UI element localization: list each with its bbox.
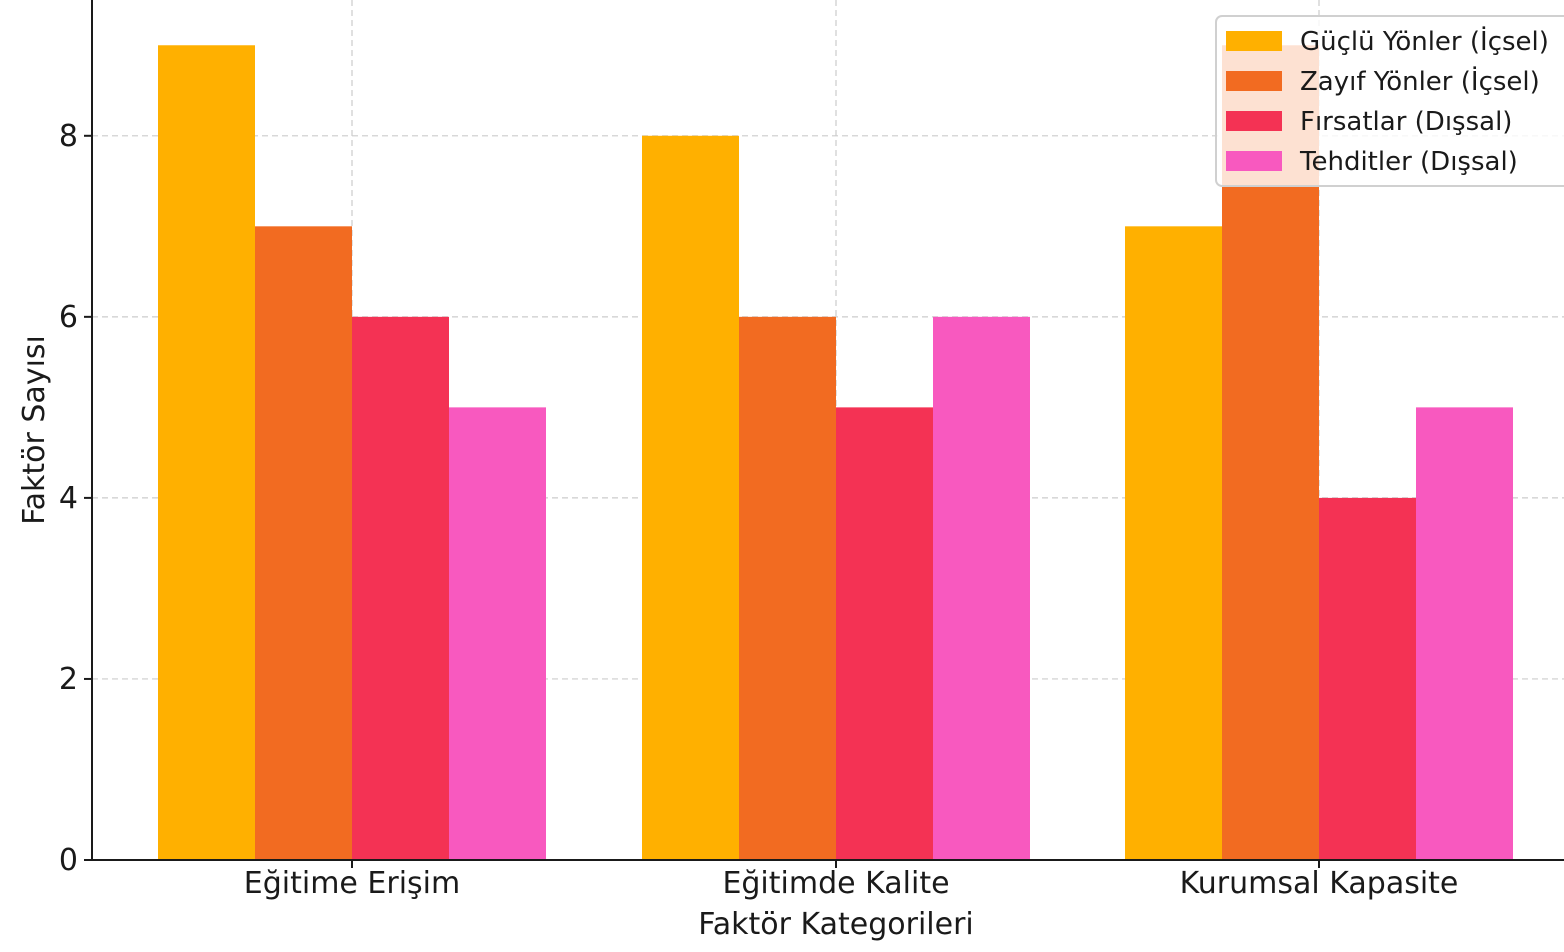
- x-ticks: Eğitime Erişim Eğitimde Kalite Kurumsal Ka…: [244, 860, 1459, 901]
- y-tick-label-1: 2: [59, 662, 78, 697]
- bar-series0-cat0: [158, 45, 255, 860]
- legend: Güçlü Yönler (İçsel) Zayıf Yönler (İçsel)…: [1215, 15, 1564, 187]
- y-axis-label: Faktör Sayısı: [17, 335, 52, 525]
- legend-swatch-3: [1226, 151, 1282, 171]
- y-tick-label-4: 8: [59, 119, 78, 154]
- bar-series2-cat2: [1319, 497, 1416, 860]
- x-axis-label: Faktör Kategorileri: [698, 907, 974, 942]
- bar-series3-cat2: [1416, 407, 1513, 860]
- legend-swatch-1: [1226, 71, 1282, 91]
- bar-series3-cat1: [933, 316, 1030, 860]
- legend-label-3: Tehditler (Dışsal): [1299, 147, 1518, 177]
- y-tick-label-3: 6: [59, 300, 78, 335]
- bar-series0-cat1: [642, 135, 739, 860]
- y-tick-label-0: 0: [59, 843, 78, 878]
- x-tick-label-1: Eğitimde Kalite: [722, 866, 949, 901]
- legend-box: [1215, 15, 1564, 187]
- x-tick-label-2: Kurumsal Kapasite: [1180, 866, 1459, 901]
- bar-series1-cat0: [255, 226, 352, 860]
- bar-series2-cat0: [352, 316, 449, 860]
- bar-series2-cat1: [836, 407, 933, 860]
- bar-series3-cat0: [449, 407, 546, 860]
- legend-label-1: Zayıf Yönler (İçsel): [1300, 65, 1540, 97]
- legend-label-2: Fırsatlar (Dışsal): [1300, 107, 1512, 137]
- y-tick-label-2: 4: [59, 481, 78, 516]
- bar-series0-cat2: [1125, 226, 1222, 860]
- bar-series1-cat1: [739, 316, 836, 860]
- bars-layer: [158, 45, 1513, 860]
- y-ticks: 0 2 4 6 8: [59, 119, 92, 878]
- legend-swatch-0: [1226, 31, 1282, 51]
- legend-label-0: Güçlü Yönler (İçsel): [1300, 25, 1549, 57]
- legend-swatch-2: [1226, 111, 1282, 131]
- x-tick-label-0: Eğitime Erişim: [244, 866, 460, 901]
- legend-items: Güçlü Yönler (İçsel) Zayıf Yönler (İçsel)…: [1226, 25, 1549, 177]
